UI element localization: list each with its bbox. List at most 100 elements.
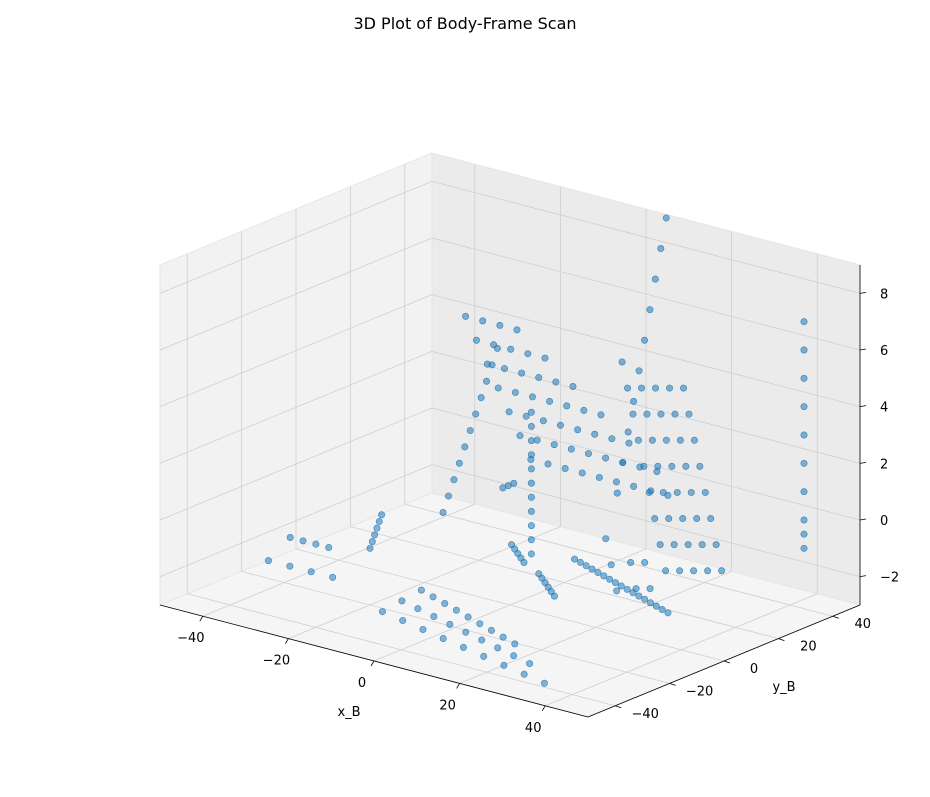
data-point [455,459,463,467]
gridline-z-back [431,294,861,408]
data-point [595,473,603,481]
data-point [634,436,642,444]
data-point [673,488,681,496]
data-point [607,561,615,569]
data-point [627,559,635,567]
data-point [286,533,294,541]
data-point [578,469,586,477]
z-tick-label: 0 [880,514,888,529]
data-point [619,459,627,467]
data-point [483,377,491,385]
data-point [707,515,715,523]
data-point [552,378,560,386]
data-point [550,441,558,449]
data-point [527,536,535,544]
data-point [657,245,665,253]
data-point [800,530,808,538]
data-point [682,462,690,470]
data-point [511,388,519,396]
data-point [510,479,518,487]
data-point [630,482,638,490]
data-point [656,541,664,549]
data-point [524,350,532,358]
data-point [544,460,552,468]
x-tick-mark [370,660,375,667]
data-point [641,559,649,567]
data-point [664,609,672,617]
gridline-y-floor [241,571,670,684]
data-point [662,436,670,444]
data-point [671,410,679,418]
gridline-z-left [159,464,433,578]
data-point [439,508,447,516]
data-point [499,633,507,641]
gridline-y-floor [350,526,779,639]
data-point [527,451,535,459]
data-point [569,383,577,391]
data-point [629,410,637,418]
data-point [800,488,808,496]
data-point [624,428,632,436]
data-point [398,597,406,605]
data-point [635,592,643,600]
data-point [477,394,485,402]
y-tick-label: −40 [631,707,658,722]
data-point [613,587,621,595]
data-point [646,585,654,593]
data-point [638,384,646,392]
data-point [518,369,526,377]
gridline-z-left [159,237,433,351]
data-point [527,422,535,430]
data-point [652,384,660,392]
data-point [651,275,659,283]
data-point [652,602,660,610]
data-point [286,562,294,570]
data-point [378,608,386,616]
data-point [520,670,528,678]
data-point [718,567,726,575]
y-tick-mark [669,683,676,686]
data-point [490,341,498,349]
data-point [399,617,407,625]
data-point [684,541,692,549]
data-point [800,544,808,552]
data-point [511,640,519,648]
z-tick-label: 6 [880,344,888,359]
data-point [800,346,808,354]
data-point [527,493,535,501]
data-point [679,515,687,523]
data-point [430,613,438,621]
y-axis-label: y_B [772,680,795,695]
y-tick-label: 20 [800,640,817,655]
data-point [526,660,534,668]
data-points [264,214,808,687]
z-tick-mark [859,575,867,578]
data-point [597,411,605,419]
data-point [444,492,452,500]
data-point [676,567,684,575]
x-tick-label: −40 [177,631,204,646]
data-point [540,679,548,687]
data-point [366,544,374,552]
data-point [602,454,610,462]
data-point [591,430,599,438]
data-point [472,336,480,344]
data-point [371,531,379,539]
axes-grid [159,164,861,707]
data-point [480,652,488,660]
data-point [546,397,554,405]
data-point [325,544,333,552]
z-tick-mark [859,461,867,464]
data-point [635,367,643,375]
data-point [594,569,602,577]
data-point [701,488,709,496]
data-point [516,432,524,440]
data-point [670,541,678,549]
data-point [368,538,376,546]
data-point [576,558,584,566]
data-point [654,462,662,470]
data-point [527,437,535,445]
x-tick-mark [285,638,289,644]
data-point [800,318,808,326]
